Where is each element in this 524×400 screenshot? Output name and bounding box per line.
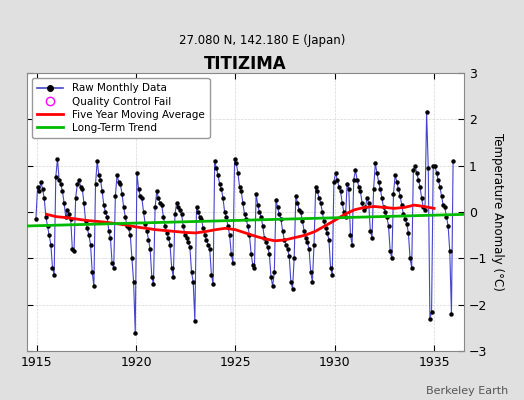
Y-axis label: Temperature Anomaly (°C): Temperature Anomaly (°C) <box>491 133 504 291</box>
Legend: Raw Monthly Data, Quality Control Fail, Five Year Moving Average, Long-Term Tren: Raw Monthly Data, Quality Control Fail, … <box>32 78 210 138</box>
Title: TITIZIMA: TITIZIMA <box>204 55 287 73</box>
Text: 27.080 N, 142.180 E (Japan): 27.080 N, 142.180 E (Japan) <box>179 34 345 47</box>
Text: Berkeley Earth: Berkeley Earth <box>426 386 508 396</box>
